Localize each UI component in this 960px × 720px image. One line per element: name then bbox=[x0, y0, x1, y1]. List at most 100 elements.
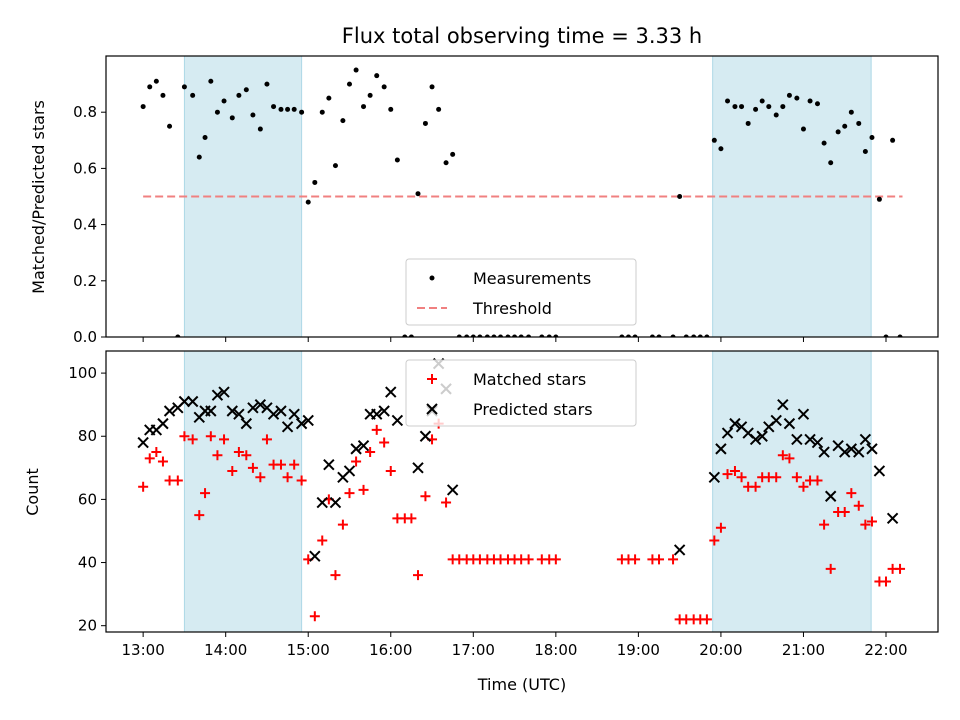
measurements-point-86 bbox=[807, 98, 813, 104]
measurements-point-39 bbox=[402, 334, 408, 337]
matched-stars-point-92 bbox=[846, 488, 857, 499]
matched-stars-point-33 bbox=[358, 484, 369, 495]
matched-stars-point-95 bbox=[866, 516, 877, 527]
predicted-stars-point-29 bbox=[329, 496, 342, 509]
predicted-stars-point-11 bbox=[205, 405, 217, 417]
y-tick-label: 0.8 bbox=[73, 103, 97, 121]
predicted-stars-point-68 bbox=[859, 433, 872, 446]
predicted-stars-point-39 bbox=[412, 462, 424, 474]
matched-stars-point-15 bbox=[233, 447, 244, 458]
measurements-point-54 bbox=[505, 334, 511, 337]
x-tick-label: 14:00 bbox=[204, 641, 247, 659]
measurements-point-75 bbox=[732, 104, 738, 110]
measurements-point-21 bbox=[278, 106, 284, 112]
predicted-stars-point-37 bbox=[385, 386, 397, 398]
measurements-point-61 bbox=[619, 334, 625, 337]
measurements-point-17 bbox=[250, 112, 256, 118]
measurements-point-51 bbox=[484, 334, 490, 337]
measurements-point-98 bbox=[890, 137, 896, 143]
matched-stars-point-87 bbox=[812, 475, 823, 486]
measurements-point-64 bbox=[649, 334, 655, 337]
measurements-point-33 bbox=[361, 104, 367, 110]
measurements-point-43 bbox=[429, 84, 435, 90]
matched-stars-point-88 bbox=[819, 519, 830, 530]
matched-stars-point-41 bbox=[413, 570, 423, 581]
predicted-stars-point-55 bbox=[770, 414, 782, 427]
x-tick-label: 16:00 bbox=[369, 641, 412, 659]
matched-stars-point-14 bbox=[227, 465, 238, 476]
predicted-stars-point-28 bbox=[323, 458, 335, 471]
measurements-point-40 bbox=[408, 334, 414, 337]
measurements-point-16 bbox=[243, 87, 249, 93]
predicted-stars-point-66 bbox=[845, 443, 858, 455]
legend-entry: Predicted stars bbox=[473, 400, 593, 419]
predicted-stars-point-52 bbox=[749, 433, 762, 446]
matched-stars-point-19 bbox=[261, 434, 272, 445]
matched-stars-point-6 bbox=[172, 475, 183, 486]
matched-stars-point-89 bbox=[825, 563, 836, 574]
predicted-stars-point-27 bbox=[316, 496, 328, 509]
matched-stars-point-10 bbox=[200, 488, 211, 499]
matched-stars-point-72 bbox=[709, 535, 720, 546]
measurements-point-30 bbox=[340, 118, 346, 124]
matched-stars-point-12 bbox=[212, 450, 223, 461]
measurements-point-67 bbox=[677, 194, 683, 199]
x-tick-label: 20:00 bbox=[699, 641, 742, 659]
predicted-stars-point-61 bbox=[811, 436, 824, 449]
measurements-point-87 bbox=[814, 101, 820, 107]
matched-stars-point-24 bbox=[296, 475, 307, 486]
y-tick-label: 60 bbox=[78, 490, 97, 508]
y-tick-label: 0.2 bbox=[73, 272, 97, 290]
measurements-point-82 bbox=[780, 104, 786, 110]
measurements-point-2 bbox=[147, 84, 153, 90]
matched-stars-point-97 bbox=[881, 576, 891, 587]
matched-stars-point-35 bbox=[371, 424, 382, 435]
measurements-point-81 bbox=[773, 112, 779, 118]
measurements-point-37 bbox=[388, 106, 394, 112]
measurements-point-12 bbox=[214, 109, 220, 115]
x-tick-label: 22:00 bbox=[864, 641, 907, 659]
matched-stars-point-73 bbox=[715, 522, 726, 533]
measurements-point-7 bbox=[181, 84, 187, 90]
legend-marker-x bbox=[426, 403, 438, 415]
predicted-stars-point-5 bbox=[163, 405, 176, 417]
predicted-stars-point-70 bbox=[873, 465, 886, 477]
measurements-point-97 bbox=[883, 334, 889, 337]
y-tick-label: 0.4 bbox=[73, 216, 97, 234]
legend: Matched stars Predicted stars bbox=[405, 359, 637, 427]
measurements-point-73 bbox=[718, 146, 724, 152]
predicted-stars-point-26 bbox=[309, 550, 321, 562]
measurements-point-99 bbox=[897, 334, 903, 337]
measurements-point-42 bbox=[422, 120, 428, 126]
measurements-point-5 bbox=[167, 123, 173, 129]
matched-stars-point-85 bbox=[798, 481, 809, 492]
x-tick-label: 13:00 bbox=[122, 641, 165, 659]
measurements-point-63 bbox=[632, 334, 638, 337]
measurements-point-14 bbox=[229, 115, 235, 121]
measurements-point-59 bbox=[546, 334, 552, 337]
measurements-point-27 bbox=[319, 109, 325, 115]
matched-stars-point-42 bbox=[420, 491, 431, 502]
predicted-stars-point-65 bbox=[839, 446, 851, 458]
y-tick-label: 0.6 bbox=[73, 159, 97, 177]
matched-stars-point-26 bbox=[309, 611, 320, 622]
measurements-point-72 bbox=[711, 137, 717, 143]
y-tick-label: 100 bbox=[68, 364, 97, 382]
bottom-y-axis-label: Count bbox=[23, 468, 42, 516]
predicted-stars-point-20 bbox=[267, 408, 280, 420]
matched-stars-point-3 bbox=[151, 447, 162, 458]
legend-entry: Measurements bbox=[473, 269, 591, 288]
predicted-stars-point-18 bbox=[254, 398, 267, 411]
axes-frame bbox=[105, 350, 939, 633]
measurements-point-89 bbox=[828, 160, 834, 166]
predicted-stars-point-16 bbox=[240, 417, 253, 430]
measurements-point-18 bbox=[257, 126, 263, 132]
measurements-point-52 bbox=[491, 334, 497, 337]
matched-stars-point-84 bbox=[791, 472, 802, 483]
matched-stars-point-17 bbox=[247, 462, 258, 473]
matched-stars-point-23 bbox=[289, 459, 300, 470]
measurements-point-94 bbox=[862, 149, 868, 155]
matched-stars-point-34 bbox=[365, 447, 376, 458]
predicted-stars-point-40 bbox=[419, 430, 432, 442]
